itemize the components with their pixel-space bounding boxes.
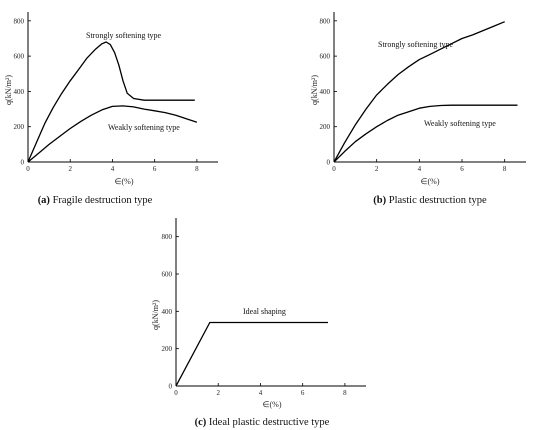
panel-a-caption-text: Fragile destruction type xyxy=(50,195,153,206)
panel-b-x-tick-label: 8 xyxy=(503,165,507,173)
panel-c-y-tick-label: 400 xyxy=(162,308,173,316)
panel-b-x-tick-label: 0 xyxy=(332,165,336,173)
panel-b-x-tick-label: 2 xyxy=(375,165,379,173)
panel-c: 0 2 4 6 8 0 200 400 600 800 q(kN/m²) ∈(%) Ideal s… xyxy=(151,218,366,428)
panel-b-x-tick-label: 6 xyxy=(460,165,464,173)
panel-a-ylabel: q(kN/m²) xyxy=(4,75,13,105)
panel-a-x-tick-label: 8 xyxy=(195,165,199,173)
panel-a-xlabel: ∈(%) xyxy=(115,177,134,186)
panel-c-x-tick-label: 4 xyxy=(259,389,263,397)
panel-c-y-tick-label: 600 xyxy=(162,271,173,279)
panel-c-ylabel: q(kN/m²) xyxy=(151,300,160,330)
panel-b-caption-text: Plastic destruction type xyxy=(386,195,487,206)
panel-c-caption-letter: (c) xyxy=(195,417,207,428)
panel-c-caption: (c) Ideal plastic destructive type xyxy=(195,417,330,428)
panel-a-anno-strong: Strongly softening type xyxy=(86,31,162,40)
panel-c-caption-text: Ideal plastic destructive type xyxy=(206,417,329,428)
panel-c-anno-ideal: Ideal shaping xyxy=(243,307,286,316)
panel-b-series-strongly-softening-type xyxy=(333,21,505,163)
panel-c-x-tick-label: 6 xyxy=(301,389,305,397)
panel-b: 0 2 4 6 8 0 200 400 600 800 q(kN/m²) ∈(%) Strongl… xyxy=(310,12,526,206)
panel-b-y-tick-label: 400 xyxy=(320,88,331,96)
panel-c-series-ideal-shaping xyxy=(175,321,328,387)
panel-c-y-tick-label: 0 xyxy=(169,383,173,391)
panel-a-y-tick-label: 0 xyxy=(21,159,25,167)
plot-a: 0 2 4 6 8 0 200 400 600 800 xyxy=(14,12,218,173)
panel-b-y-tick-label: 800 xyxy=(320,17,331,25)
panel-a-x-tick-label: 0 xyxy=(26,165,30,173)
panel-a-y-tick-label: 600 xyxy=(14,53,25,61)
panel-b-caption-letter: (b) xyxy=(373,195,386,206)
panel-c-y-tick-label: 800 xyxy=(162,233,173,241)
plot-c: 0 2 4 6 8 0 200 400 600 800 xyxy=(162,218,366,397)
panel-b-y-tick-label: 200 xyxy=(320,123,331,131)
panel-b-caption: (b) Plastic destruction type xyxy=(373,195,487,206)
panel-a-y-tick-label: 200 xyxy=(14,123,25,131)
panel-a-x-tick-label: 4 xyxy=(111,165,115,173)
panel-a-caption-letter: (a) xyxy=(38,195,51,206)
panel-b-y-tick-label: 0 xyxy=(327,159,331,167)
panel-a-y-tick-label: 800 xyxy=(14,17,25,25)
panel-c-xlabel: ∈(%) xyxy=(263,400,282,409)
panel-a-series-strongly-softening-type xyxy=(27,41,195,163)
panel-a-caption: (a) Fragile destruction type xyxy=(38,195,153,206)
panel-c-x-tick-label: 0 xyxy=(174,389,178,397)
panel-b-xlabel: ∈(%) xyxy=(421,177,440,186)
plot-b: 0 2 4 6 8 0 200 400 600 800 xyxy=(320,12,526,173)
panel-b-series-weakly-softening-type xyxy=(333,104,518,163)
panel-b-x-tick-label: 4 xyxy=(418,165,422,173)
panel-c-y-tick-label: 200 xyxy=(162,345,173,353)
panel-a-series-weakly-softening-type xyxy=(27,105,198,163)
panel-c-x-tick-label: 8 xyxy=(343,389,347,397)
panel-a-x-tick-label: 2 xyxy=(68,165,72,173)
panel-b-anno-strong: Strongly softening type xyxy=(378,40,454,49)
panel-b-y-tick-label: 600 xyxy=(320,53,331,61)
panel-b-anno-weak: Weakly softening type xyxy=(424,119,496,128)
panel-a: 0 2 4 6 8 0 200 400 600 800 q(kN/m²) ∈(%) Strongl… xyxy=(4,12,218,206)
panel-c-x-tick-label: 2 xyxy=(216,389,220,397)
panel-a-y-tick-label: 400 xyxy=(14,88,25,96)
panel-a-anno-weak: Weakly softening type xyxy=(108,123,180,132)
panel-b-ylabel: q(kN/m²) xyxy=(310,75,319,105)
panel-a-x-tick-label: 6 xyxy=(153,165,157,173)
